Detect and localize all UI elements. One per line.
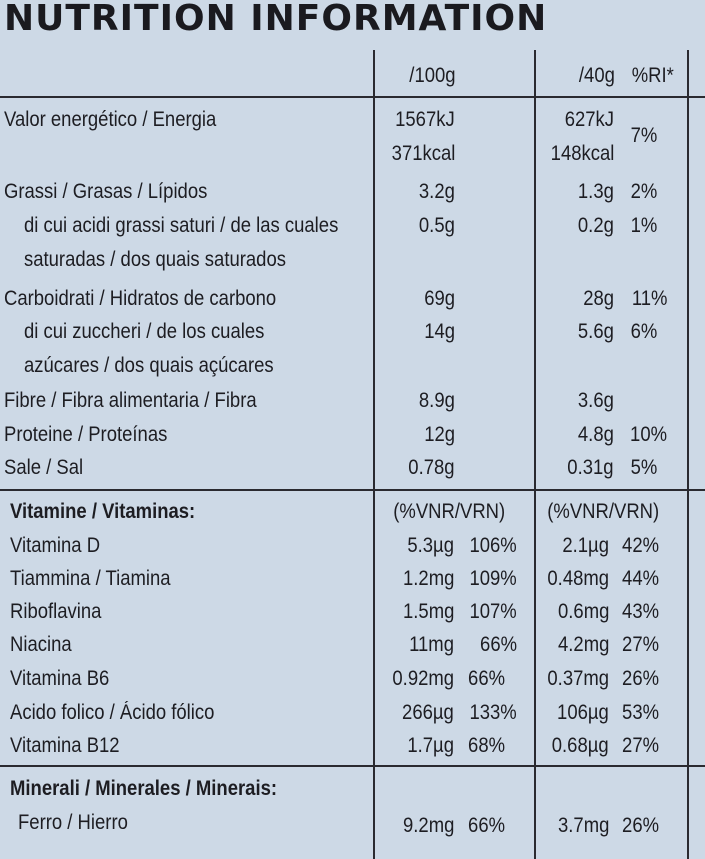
header-40g: /40g (579, 64, 615, 87)
vitamin-value-100g: 1.5mg (402, 600, 454, 623)
vitamin-pct-40g: 27% (622, 633, 659, 656)
row-value-100g: 0.78g (408, 456, 455, 479)
row-divider (0, 489, 705, 491)
row-divider (0, 765, 705, 767)
column-divider (373, 50, 375, 859)
vnr-header-100g: (%VNR/VRN) (393, 500, 505, 523)
row-value-100g: 3.2g (419, 180, 455, 203)
energy-kj-40g: 627kJ (564, 108, 614, 131)
vitamin-label: Niacina (10, 633, 72, 656)
vitamin-pct-100g: 109% (469, 567, 517, 590)
vitamin-label: Riboflavina (10, 600, 102, 623)
vitamin-value-40g: 106µg (557, 701, 609, 724)
energy-kcal-100g: 371kcal (391, 142, 455, 165)
vitamin-pct-100g: 106% (469, 534, 517, 557)
mineral-value-100g: 9.2mg (402, 814, 454, 837)
row-value-40g: 1.3g (578, 180, 614, 203)
row-label: Fibre / Fibra alimentaria / Fibra (4, 389, 257, 412)
row-ri: 5% (630, 456, 657, 479)
vitamin-pct-100g: 107% (469, 600, 517, 623)
row-value-40g: 5.6g (578, 320, 614, 343)
vitamin-pct-40g: 53% (622, 701, 659, 724)
vitamin-pct-100g: 66% (480, 633, 517, 656)
vitamin-label: Vitamina D (10, 534, 101, 557)
row-value-40g: 3.6g (578, 389, 614, 412)
row-ri: 1% (630, 214, 657, 237)
vitamins-heading: Vitamine / Vitaminas: (10, 500, 196, 523)
vitamin-pct-40g: 26% (622, 667, 659, 690)
row-ri: 2% (630, 180, 657, 203)
row-value-40g: 0.2g (578, 214, 614, 237)
header-100g: /100g (409, 64, 456, 87)
vnr-header-40g: (%VNR/VRN) (547, 500, 659, 523)
vitamin-value-100g: 266µg (402, 701, 454, 724)
vitamin-pct-100g: 66% (468, 667, 505, 690)
vitamin-value-40g: 0.48mg (547, 567, 609, 590)
column-divider (534, 50, 536, 859)
mineral-label: Ferro / Hierro (18, 811, 128, 834)
row-ri: 11% (631, 287, 667, 310)
vitamin-value-40g: 0.68µg (552, 734, 609, 757)
row-value-40g: 0.31g (567, 456, 614, 479)
vitamin-label: Tiammina / Tiamina (10, 567, 171, 590)
row-value-40g: 4.8g (578, 423, 614, 446)
vitamin-value-100g: 11mg (409, 633, 454, 656)
row-label-cont: azúcares / dos quais açúcares (24, 354, 274, 377)
vitamin-pct-40g: 43% (622, 600, 659, 623)
vitamin-value-100g: 1.2mg (402, 567, 454, 590)
row-value-100g: 12g (424, 423, 455, 446)
minerals-heading: Minerali / Minerales / Minerais: (10, 777, 278, 800)
vitamin-value-40g: 0.6mg (557, 600, 609, 623)
vitamin-pct-40g: 42% (622, 534, 659, 557)
vitamin-pct-40g: 44% (622, 567, 659, 590)
vitamin-label: Acido folico / Ácido fólico (10, 701, 215, 724)
vitamin-value-100g: 0.92mg (392, 667, 454, 690)
row-value-100g: 14g (424, 320, 455, 343)
energy-kcal-40g: 148kcal (550, 142, 614, 165)
row-value-100g: 69g (424, 287, 455, 310)
vitamin-value-100g: 1.7µg (407, 734, 454, 757)
row-value-40g: 28g (583, 287, 614, 310)
mineral-pct-40g: 26% (622, 814, 659, 837)
row-value-100g: 0.5g (419, 214, 455, 237)
row-label: Grassi / Grasas / Lípidos (4, 180, 208, 203)
vitamin-pct-40g: 27% (622, 734, 659, 757)
row-value-100g: 8.9g (419, 389, 455, 412)
row-label: di cui acidi grassi saturi / de las cual… (24, 214, 339, 237)
header-ri: %RI* (631, 64, 674, 87)
page-title: NUTRITION INFORMATION (4, 0, 548, 39)
energy-ri: 7% (630, 124, 657, 147)
row-ri: 6% (630, 320, 657, 343)
column-divider (687, 50, 689, 859)
energy-kj-100g: 1567kJ (395, 108, 455, 131)
mineral-value-40g: 3.7mg (557, 814, 609, 837)
vitamin-pct-100g: 68% (468, 734, 505, 757)
vitamin-value-40g: 0.37mg (547, 667, 609, 690)
row-label: Sale / Sal (4, 456, 84, 479)
vitamin-label: Vitamina B12 (10, 734, 120, 757)
row-label: Proteine / Proteínas (4, 423, 168, 446)
mineral-pct-100g: 66% (468, 814, 505, 837)
row-label-cont: saturadas / dos quais saturados (24, 248, 286, 271)
vitamin-value-100g: 5.3µg (407, 534, 454, 557)
row-divider (0, 96, 705, 98)
energy-label: Valor energético / Energia (4, 108, 217, 131)
vitamin-value-40g: 2.1µg (562, 534, 609, 557)
vitamin-value-40g: 4.2mg (557, 633, 609, 656)
row-label: di cui zuccheri / de los cuales (24, 320, 265, 343)
row-ri: 10% (630, 423, 667, 446)
vitamin-pct-100g: 133% (469, 701, 517, 724)
vitamin-label: Vitamina B6 (10, 667, 110, 690)
row-label: Carboidrati / Hidratos de carbono (4, 287, 277, 310)
